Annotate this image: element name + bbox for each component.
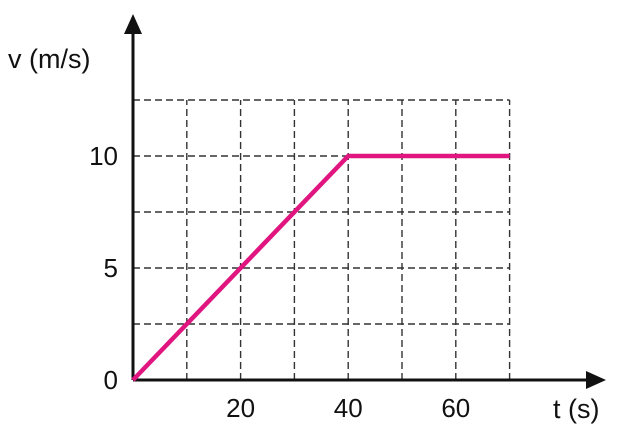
y-tick-label: 0 (104, 365, 118, 395)
x-axis-label: t (s) (553, 394, 600, 424)
tick-labels: 20 40 60 0 5 10 (89, 141, 470, 423)
y-tick-label: 5 (104, 253, 118, 283)
axes (124, 14, 606, 389)
y-tick-label: 10 (89, 141, 118, 171)
series-layer (131, 153, 510, 382)
grid (133, 99, 511, 380)
y-axis-arrowhead (124, 14, 142, 34)
y-axis-label: v (m/s) (8, 44, 90, 74)
series-line (131, 153, 510, 382)
x-tick-label: 60 (441, 393, 470, 423)
x-tick-label: 20 (226, 393, 255, 423)
x-axis-arrowhead (586, 371, 606, 389)
x-tick-label: 40 (334, 393, 363, 423)
